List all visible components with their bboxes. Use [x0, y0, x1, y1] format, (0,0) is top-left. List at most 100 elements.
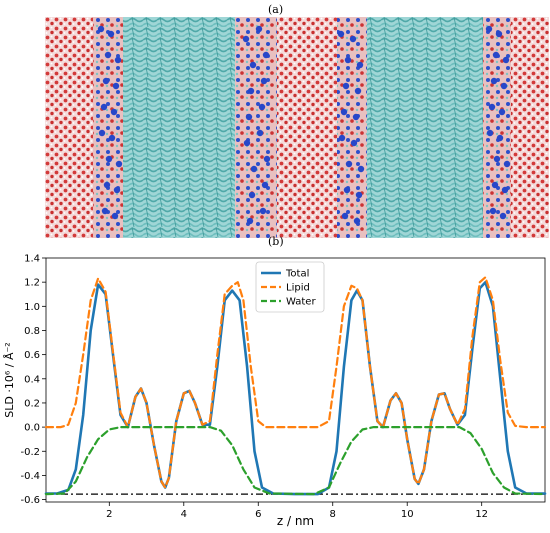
headgroup-atom	[486, 129, 494, 137]
headgroup-atom	[349, 35, 357, 43]
headgroup-atom	[105, 155, 113, 163]
sim-band	[235, 17, 277, 238]
headgroup-atom	[246, 217, 254, 225]
headgroup-atom	[357, 165, 365, 173]
headgroup-atom	[489, 207, 497, 215]
headgroup-atom	[338, 134, 346, 142]
headgroup-atom	[263, 155, 271, 163]
headgroup-atom	[501, 186, 509, 194]
headgroup-atom	[350, 139, 358, 147]
y-tick-label: 0.2	[24, 398, 40, 409]
headgroup-atom	[243, 139, 251, 147]
headgroup-atom	[255, 25, 263, 33]
x-tick-label: 10	[401, 509, 414, 520]
x-tick-label: 8	[330, 509, 336, 520]
chart-svg: -0.6 -0.4 -0.2 0.0 0.2 0.4 0.6 0.8 1.0 1.2 1.4 2 4 6 8…	[3, 254, 547, 528]
legend-label-lipid: Lipid	[286, 283, 310, 294]
headgroup-atom	[103, 181, 111, 189]
headgroup-atom	[493, 155, 501, 163]
headgroup-atom	[113, 186, 121, 194]
legend-label-total: Total	[285, 269, 309, 280]
headgroup-atom	[340, 108, 348, 116]
headgroup-atom	[496, 134, 504, 142]
headgroup-atom	[341, 212, 349, 220]
headgroup-atom	[490, 77, 498, 85]
legend	[255, 261, 325, 313]
x-tick-label: 4	[181, 509, 187, 520]
headgroup-atom	[108, 134, 116, 142]
headgroup-atom	[495, 30, 503, 38]
headgroup-atom	[101, 207, 109, 215]
y-tick-label: 0.6	[24, 350, 40, 361]
sim-band	[483, 17, 511, 238]
headgroup-atom	[356, 61, 364, 69]
sld-profile-chart: -0.6 -0.4 -0.2 0.0 0.2 0.4 0.6 0.8 1.0 1.2 1.4 2 4 6 8…	[0, 248, 550, 529]
headgroup-atom	[114, 56, 122, 64]
headgroup-atom	[242, 35, 250, 43]
y-tick-label: 0.4	[24, 374, 40, 385]
headgroup-atom	[500, 82, 508, 90]
headgroup-atom	[342, 82, 350, 90]
headgroup-atom	[344, 56, 352, 64]
x-tick-label: 12	[475, 509, 488, 520]
headgroup-atom	[249, 61, 257, 69]
headgroup-atom	[102, 77, 110, 85]
x-tick-label: 2	[106, 509, 112, 520]
headgroup-atom	[261, 181, 269, 189]
headgroup-atom	[247, 87, 255, 95]
headgroup-atom	[337, 30, 345, 38]
headgroup-atom	[502, 56, 510, 64]
headgroup-atom	[352, 113, 360, 121]
headgroup-atom	[256, 129, 264, 137]
headgroup-atom	[353, 217, 361, 225]
y-tick-label: 1.0	[24, 302, 40, 313]
headgroup-atom	[259, 207, 267, 215]
headgroup-atom	[503, 160, 511, 168]
headgroup-atom	[250, 165, 258, 173]
y-tick-label: 1.2	[24, 278, 40, 289]
y-axis-label: SLD ·10⁶ / Å⁻²	[3, 342, 16, 417]
sim-band	[277, 17, 337, 238]
headgroup-atom	[345, 160, 353, 168]
y-tick-label: 1.4	[24, 254, 40, 265]
headgroup-atom	[498, 108, 506, 116]
sim-band	[93, 17, 123, 238]
sim-band	[337, 17, 367, 238]
headgroup-atom	[98, 129, 106, 137]
headgroup-atom	[100, 103, 108, 111]
headgroup-atom	[355, 191, 363, 199]
x-axis-label: z / nm	[277, 514, 314, 528]
plot-frame	[45, 257, 546, 503]
series-line-water	[44, 426, 547, 496]
panel-label-a: (a)	[268, 3, 284, 16]
headgroup-atom	[115, 160, 123, 168]
headgroup-atom	[260, 77, 268, 85]
simulation-image	[45, 17, 549, 238]
headgroup-atom	[112, 82, 120, 90]
sim-band	[367, 17, 483, 238]
headgroup-atom	[488, 103, 496, 111]
series-line-total	[44, 280, 547, 496]
y-tick-label: -0.2	[20, 447, 40, 458]
y-tick-label: 0.8	[24, 326, 40, 337]
headgroup-atom	[491, 181, 499, 189]
headgroup-atom	[258, 103, 266, 111]
headgroup-atom	[485, 25, 493, 33]
y-tick-label: 0.0	[24, 423, 40, 434]
headgroup-atom	[107, 30, 115, 38]
y-tick-label: -0.6	[20, 495, 40, 506]
headgroup-atom	[111, 212, 119, 220]
sim-band	[511, 17, 549, 238]
headgroup-atom	[492, 51, 500, 59]
headgroup-atom	[499, 212, 507, 220]
legend-label-water: Water	[286, 297, 316, 308]
headgroup-atom	[104, 51, 112, 59]
headgroup-atom	[262, 51, 270, 59]
series-line-lipid	[44, 276, 547, 489]
sim-band	[45, 17, 93, 238]
panel-label-b: (b)	[268, 235, 284, 248]
sim-band	[123, 17, 235, 238]
headgroup-atom	[97, 25, 105, 33]
headgroup-atom	[354, 87, 362, 95]
headgroup-atom	[343, 186, 351, 194]
